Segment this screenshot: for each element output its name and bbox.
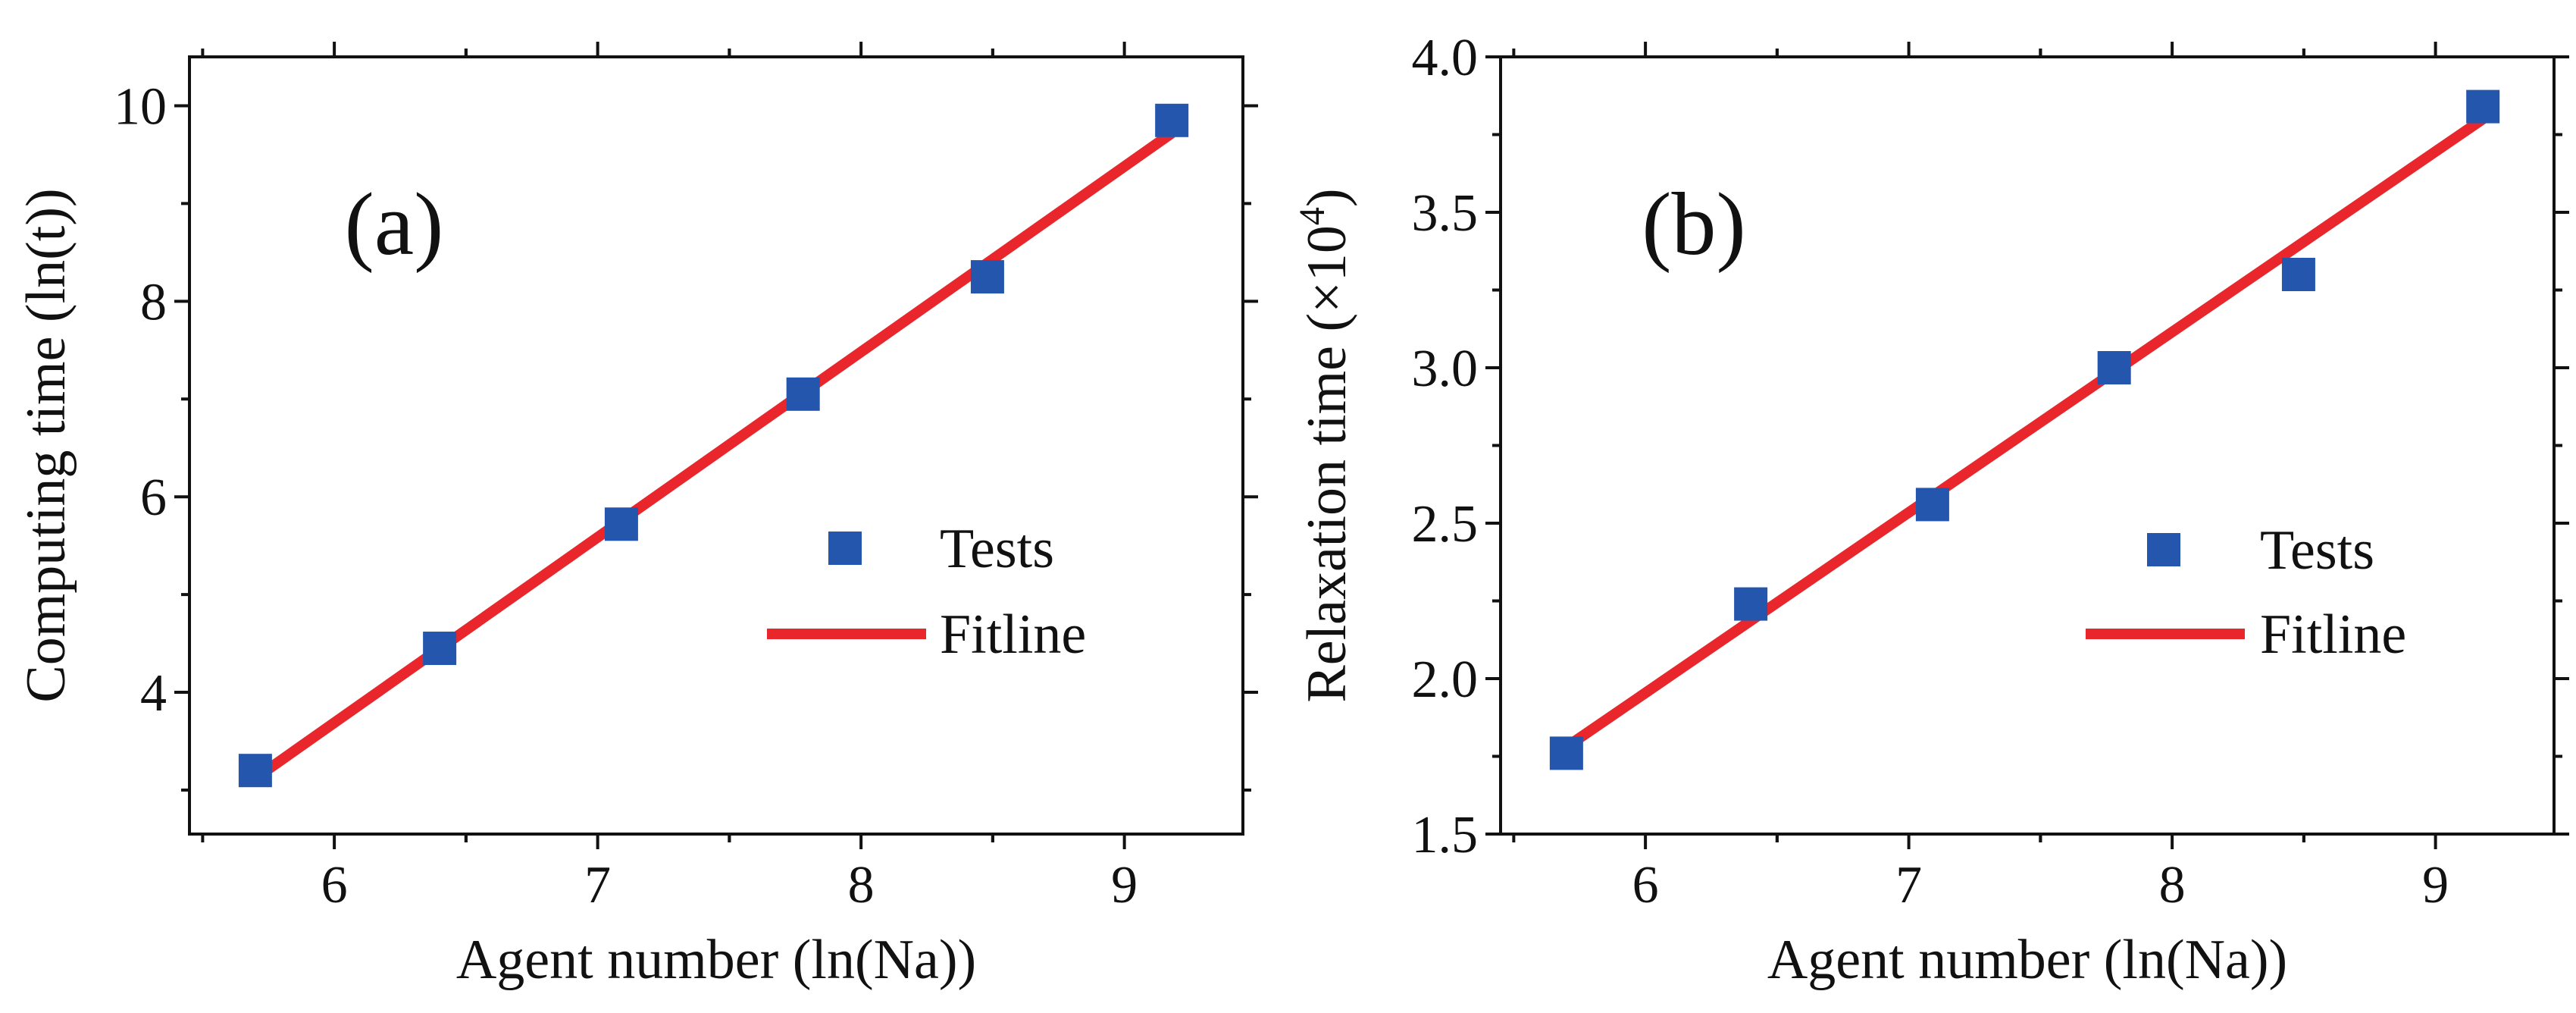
tests-data-point [2281,258,2315,291]
tests-data-point [2097,351,2131,384]
panel-a: 6 7 8 9 4 6 8 10 Agent number (ln(Na)) Computing … [15,42,1258,991]
y-tick-label: 8 [140,273,167,331]
legend-fitline-label: Fitline [940,604,1086,666]
plot-frame [188,55,1244,836]
fitline-series [252,128,1175,783]
panel-b: 6 7 8 9 1.5 2.0 2.5 3.0 3.5 4.0 Agent number (ln(N… [1292,29,2569,991]
y-axis-title-close: ) [1296,188,1358,207]
y-tick-label: 1.5 [1412,806,1479,864]
fitline-series [1563,114,2487,751]
x-tick-label: 6 [321,856,348,914]
legend-tests-label: Tests [2260,519,2374,582]
x-tick-label: 9 [1111,856,1138,914]
legend: Tests Fitline [2086,519,2406,666]
y-tick-label: 2.0 [1412,651,1479,709]
tests-data-point [604,507,638,541]
legend-tests-marker [828,532,862,565]
y-tick-label: 3.0 [1412,340,1479,398]
tests-data-point [786,377,820,411]
tests-data-point [1155,103,1189,137]
x-tick-label: 8 [2159,856,2186,914]
tests-data-point [970,260,1004,294]
y-tick-label: 6 [140,469,167,527]
y-tick-label: 4 [140,664,167,723]
panel-label: (b) [1642,174,1746,274]
x-tick-label: 7 [584,856,611,914]
x-tick-label: 9 [2422,856,2449,914]
y-tick-label: 4.0 [1412,29,1479,87]
y-tick-label: 3.5 [1412,184,1479,243]
x-tick-label: 6 [1632,856,1659,914]
y-tick-label: 2.5 [1412,495,1479,554]
x-tick-label: 8 [848,856,875,914]
legend-tests-label: Tests [940,518,1054,580]
tests-data-point [1549,736,1583,770]
y-axis-title: Computing time (ln(t)) [15,188,77,702]
y-axis-title: Relaxation time (×104) [1292,188,1358,702]
x-tick-label: 7 [1895,856,1922,914]
y-axis-title-main: Relaxation time (×10 [1296,225,1358,702]
tests-data-point [1915,488,1949,522]
x-axis-title: Agent number (ln(Na)) [456,929,976,991]
legend-fitline-label: Fitline [2260,604,2406,666]
y-axis-title-main: Computing time (ln(t)) [15,188,77,702]
tests-data-point [2466,89,2500,124]
tests-data-point [1734,587,1768,621]
legend: Tests Fitline [767,518,1086,666]
panel-label: (a) [345,174,444,274]
y-axis-title-exponent: 4 [1292,207,1332,225]
x-axis-title: Agent number (ln(Na)) [1767,929,2287,991]
tests-data-point [423,632,457,666]
y-tick-label: 10 [114,77,167,136]
legend-tests-marker [2147,533,2180,566]
tests-data-point [238,754,272,788]
